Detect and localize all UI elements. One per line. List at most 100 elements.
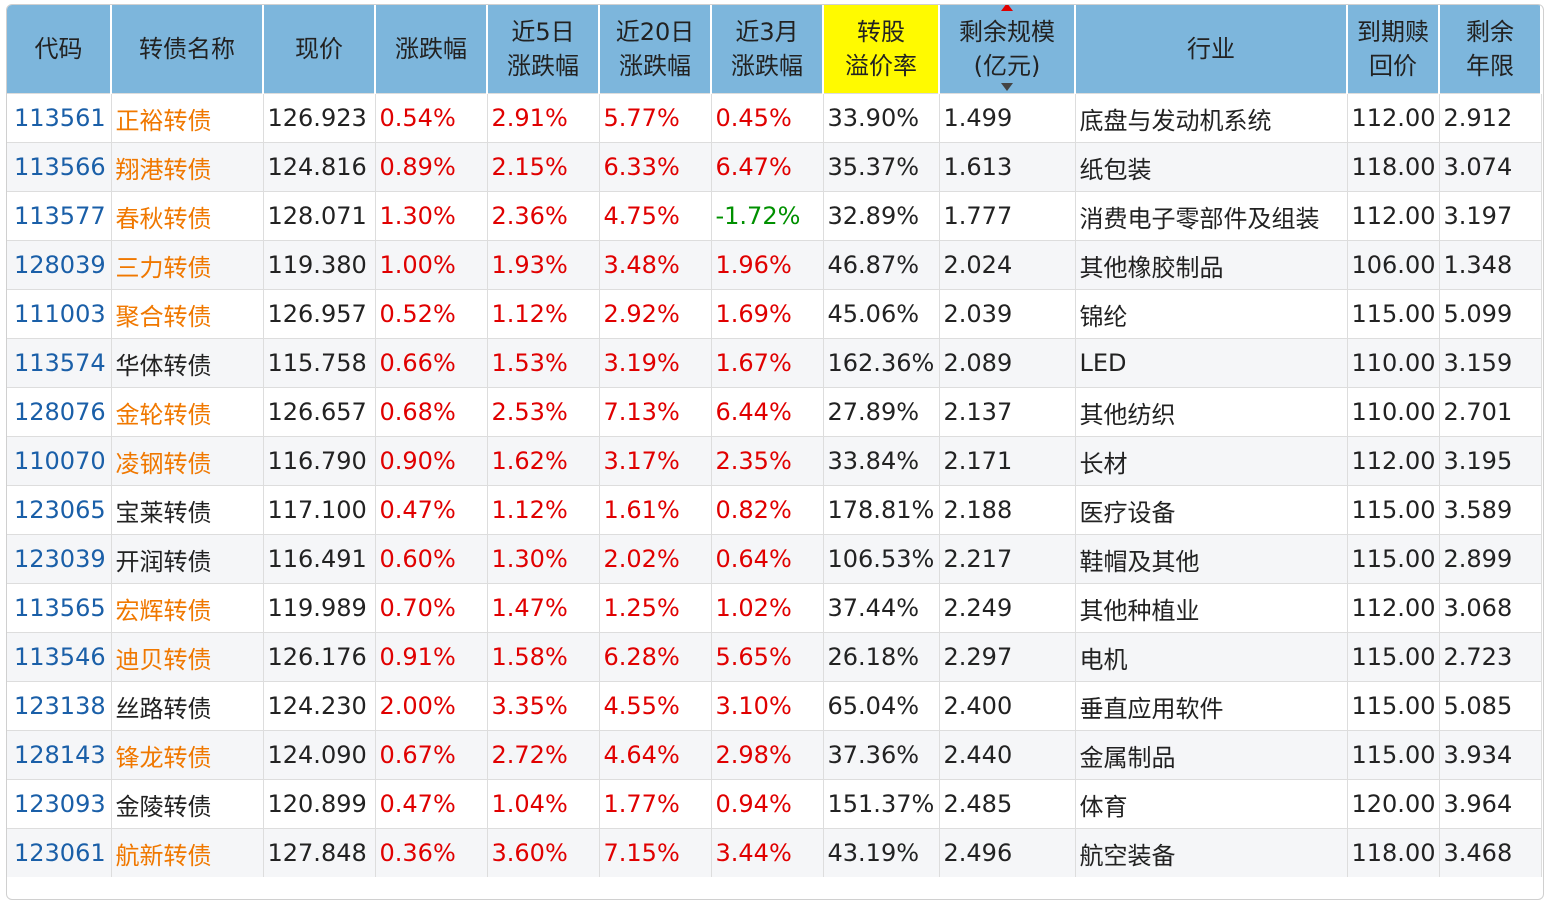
cell-name[interactable]: 宏辉转债 [111, 583, 264, 633]
table-row[interactable]: 113561 正裕转债 126.923 0.54% 2.91% 5.77% 0.45% 33.… [7, 93, 1542, 143]
cell-code[interactable]: 113566 [7, 142, 112, 192]
cell-code[interactable]: 113577 [7, 191, 112, 241]
column-header-industry[interactable]: 行业 [1075, 5, 1348, 94]
cell-code[interactable]: 128039 [7, 240, 112, 290]
cell-chg5: 1.62% [487, 436, 600, 486]
cell-chg5: 1.04% [487, 779, 600, 829]
cell-name[interactable]: 迪贝转债 [111, 632, 264, 682]
cell-name[interactable]: 锋龙转债 [111, 730, 264, 780]
table-row[interactable]: 128076 金轮转债 126.657 0.68% 2.53% 7.13% 6.44% 27.… [7, 387, 1542, 437]
cell-chg3m: 5.65% [711, 632, 824, 682]
table-row[interactable]: 123039 开润转债 116.491 0.60% 1.30% 2.02% 0.64% 106… [7, 534, 1542, 584]
cell-scale: 2.496 [939, 828, 1076, 877]
cell-premium: 33.84% [823, 436, 940, 486]
table-row[interactable]: 113577 春秋转债 128.071 1.30% 2.36% 4.75% -1.72% 32… [7, 191, 1542, 241]
sort-down-icon[interactable] [1001, 83, 1013, 91]
cell-price: 119.989 [263, 583, 376, 633]
cell-name[interactable]: 金陵转债 [111, 779, 264, 829]
table-row[interactable]: 128143 锋龙转债 124.090 0.67% 2.72% 4.64% 2.98% 37.… [7, 730, 1542, 780]
cell-industry: 消费电子零部件及组装 [1075, 191, 1348, 241]
cell-industry: 金属制品 [1075, 730, 1348, 780]
column-header-label-line2: 回价 [1369, 52, 1417, 80]
column-header-chg20[interactable]: 近20日 涨跌幅 [599, 5, 712, 94]
column-header-redeem[interactable]: 到期赎 回价 [1347, 5, 1440, 94]
cell-code[interactable]: 123061 [7, 828, 112, 877]
cell-name[interactable]: 丝路转债 [111, 681, 264, 731]
column-header-name[interactable]: 转债名称 [111, 5, 264, 94]
cell-code[interactable]: 123093 [7, 779, 112, 829]
cell-redeem: 115.00 [1347, 632, 1440, 682]
cell-scale: 1.499 [939, 93, 1076, 143]
column-header-label: 代码 [34, 35, 83, 63]
cell-name[interactable]: 三力转债 [111, 240, 264, 290]
cell-premium: 151.37% [823, 779, 940, 829]
table-row[interactable]: 123065 宝莱转债 117.100 0.47% 1.12% 1.61% 0.82% 178… [7, 485, 1542, 535]
cell-scale: 2.440 [939, 730, 1076, 780]
column-header-chg5[interactable]: 近5日 涨跌幅 [487, 5, 600, 94]
cell-years: 3.197 [1439, 191, 1542, 241]
cell-industry: 医疗设备 [1075, 485, 1348, 535]
cell-redeem: 118.00 [1347, 828, 1440, 877]
table-row[interactable]: 110070 凌钢转债 116.790 0.90% 1.62% 3.17% 2.35% 33.… [7, 436, 1542, 486]
cell-code[interactable]: 128076 [7, 387, 112, 437]
cell-chg3m: 1.67% [711, 338, 824, 388]
cell-code[interactable]: 128143 [7, 730, 112, 780]
cell-name[interactable]: 翔港转债 [111, 142, 264, 192]
table-row[interactable]: 113546 迪贝转债 126.176 0.91% 1.58% 6.28% 5.65% 26.… [7, 632, 1542, 682]
cell-code[interactable]: 123039 [7, 534, 112, 584]
table-row[interactable]: 113565 宏辉转债 119.989 0.70% 1.47% 1.25% 1.02% 37.… [7, 583, 1542, 633]
cell-redeem: 112.00 [1347, 436, 1440, 486]
cell-code[interactable]: 123065 [7, 485, 112, 535]
cell-code[interactable]: 111003 [7, 289, 112, 339]
cell-name[interactable]: 华体转债 [111, 338, 264, 388]
cell-chg20: 7.13% [599, 387, 712, 437]
column-header-label: 涨跌幅 [395, 35, 467, 63]
cell-code[interactable]: 113546 [7, 632, 112, 682]
column-header-premium[interactable]: 转股 溢价率 [823, 5, 940, 94]
table-row[interactable]: 113566 翔港转债 124.816 0.89% 2.15% 6.33% 6.47% 35.… [7, 142, 1542, 192]
cell-name[interactable]: 聚合转债 [111, 289, 264, 339]
cell-redeem: 115.00 [1347, 289, 1440, 339]
table-row[interactable]: 123093 金陵转债 120.899 0.47% 1.04% 1.77% 0.94% 151… [7, 779, 1542, 829]
table-row[interactable]: 123061 航新转债 127.848 0.36% 3.60% 7.15% 3.44% 43.… [7, 828, 1542, 877]
cell-name[interactable]: 宝莱转债 [111, 485, 264, 535]
cell-chg20: 5.77% [599, 93, 712, 143]
column-header-chg3m[interactable]: 近3月 涨跌幅 [711, 5, 824, 94]
cell-code[interactable]: 113574 [7, 338, 112, 388]
table-row[interactable]: 128039 三力转债 119.380 1.00% 1.93% 3.48% 1.96% 46.… [7, 240, 1542, 290]
cell-chg: 0.47% [375, 485, 488, 535]
cell-name[interactable]: 春秋转债 [111, 191, 264, 241]
cell-name[interactable]: 航新转债 [111, 828, 264, 877]
column-header-years[interactable]: 剩余 年限 [1439, 5, 1542, 94]
cell-name[interactable]: 开润转债 [111, 534, 264, 584]
cell-name[interactable]: 凌钢转债 [111, 436, 264, 486]
cell-chg5: 2.36% [487, 191, 600, 241]
column-header-scale[interactable]: 剩余规模 (亿元) [939, 5, 1076, 94]
cell-name[interactable]: 金轮转债 [111, 387, 264, 437]
cell-chg5: 2.91% [487, 93, 600, 143]
table-row[interactable]: 113574 华体转债 115.758 0.66% 1.53% 3.19% 1.67% 162… [7, 338, 1542, 388]
cell-industry: 长材 [1075, 436, 1348, 486]
cell-price: 120.899 [263, 779, 376, 829]
cell-chg3m: 0.45% [711, 93, 824, 143]
cell-premium: 26.18% [823, 632, 940, 682]
cell-name[interactable]: 正裕转债 [111, 93, 264, 143]
column-header-code[interactable]: 代码 [7, 5, 112, 94]
cell-chg3m: 2.35% [711, 436, 824, 486]
table-row[interactable]: 123138 丝路转债 124.230 2.00% 3.35% 4.55% 3.10% 65.… [7, 681, 1542, 731]
cell-code[interactable]: 113565 [7, 583, 112, 633]
cell-price: 124.816 [263, 142, 376, 192]
table-row[interactable]: 111003 聚合转债 126.957 0.52% 1.12% 2.92% 1.69% 45.… [7, 289, 1542, 339]
cell-industry: 其他纺织 [1075, 387, 1348, 437]
column-header-price[interactable]: 现价 [263, 5, 376, 94]
sort-up-icon[interactable] [1001, 5, 1013, 11]
cell-scale: 2.400 [939, 681, 1076, 731]
cell-chg20: 3.17% [599, 436, 712, 486]
cell-code[interactable]: 113561 [7, 93, 112, 143]
cell-chg20: 3.48% [599, 240, 712, 290]
cell-code[interactable]: 123138 [7, 681, 112, 731]
cell-scale: 2.024 [939, 240, 1076, 290]
column-header-chg[interactable]: 涨跌幅 [375, 5, 488, 94]
cell-code[interactable]: 110070 [7, 436, 112, 486]
cell-chg3m: 1.69% [711, 289, 824, 339]
